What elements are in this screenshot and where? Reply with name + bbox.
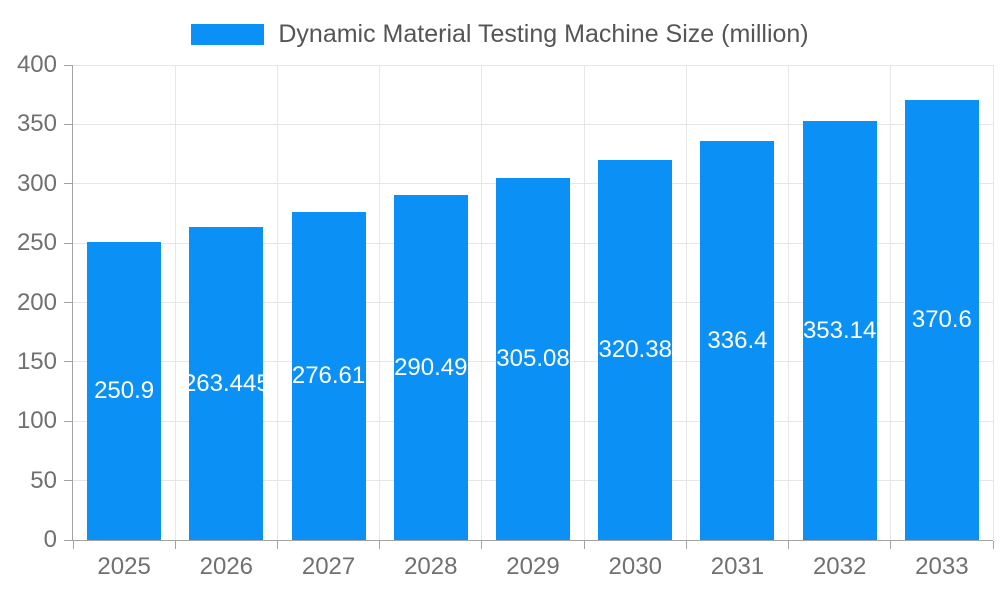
x-axis-label: 2029	[506, 553, 560, 580]
legend-swatch	[191, 24, 265, 45]
bar-2033: 370.6	[904, 99, 979, 540]
bar-value-label: 320.38	[598, 335, 672, 363]
bar-value-label: 370.6	[911, 306, 972, 334]
x-gridline	[992, 65, 994, 540]
bar-2030: 320.38	[598, 159, 673, 540]
y-axis-tick	[64, 123, 72, 125]
x-axis-tick	[481, 541, 483, 549]
bar-2029: 305.08	[496, 177, 570, 540]
x-axis-label: 2031	[710, 553, 765, 580]
x-axis-tick	[72, 541, 74, 549]
y-axis-tick	[64, 361, 72, 363]
x-gridline	[788, 65, 790, 540]
y-gridline	[73, 64, 993, 66]
x-axis-tick	[788, 541, 790, 549]
x-axis-label: 2030	[608, 553, 662, 580]
x-gridline	[276, 65, 278, 540]
bar-2032: 353.14	[802, 120, 877, 540]
x-axis-label: 2032	[812, 553, 867, 580]
y-axis-label: 400	[16, 51, 57, 78]
x-axis-tick	[992, 541, 994, 549]
chart-legend[interactable]: Dynamic Material Testing Machine Size (m…	[0, 20, 1000, 49]
x-gridline	[583, 65, 585, 540]
x-gridline	[379, 65, 381, 540]
bar-value-label: 276.61	[291, 361, 366, 389]
y-axis-tick	[64, 183, 72, 185]
y-axis-label: 300	[16, 169, 57, 197]
y-axis-label: 200	[16, 288, 57, 316]
y-gridline	[73, 123, 993, 125]
bar-value-label: 290.49	[394, 353, 468, 381]
y-axis-tick	[64, 302, 72, 303]
bar-2027: 276.61	[291, 211, 366, 540]
y-axis-label: 50	[30, 466, 57, 494]
x-axis-label: 2026	[199, 553, 254, 580]
bar-value-label: 250.9	[94, 377, 155, 405]
x-axis-tick	[276, 541, 278, 549]
y-axis-tick	[64, 480, 72, 482]
x-gridline	[685, 65, 687, 540]
y-axis-tick	[64, 64, 72, 66]
y-axis-label: 250	[16, 229, 57, 257]
bar-2031: 336.4	[700, 140, 775, 540]
bar-value-label: 336.4	[707, 326, 768, 354]
bar-value-label: 263.445	[182, 369, 270, 397]
bar-value-label: 305.08	[496, 345, 570, 373]
y-axis-tick	[64, 242, 72, 244]
legend-label: Dynamic Material Testing Machine Size (m…	[278, 20, 809, 48]
x-axis-tick	[685, 541, 687, 549]
bar-2025: 250.9	[87, 242, 162, 540]
x-axis-tick	[379, 541, 381, 549]
y-axis-label: 350	[16, 110, 57, 138]
bar-2028: 290.49	[393, 195, 468, 540]
y-axis-tick	[64, 539, 72, 541]
y-axis-label: 0	[43, 526, 57, 553]
x-axis-tick	[890, 541, 892, 549]
x-axis-label: 2033	[915, 553, 969, 580]
bar-value-label: 353.14	[802, 316, 877, 344]
y-axis-label: 150	[16, 347, 57, 375]
x-gridline	[890, 65, 892, 540]
plot-area: 0 50 100 150 200 250 300 350 400 2025 2026 2027 2028…	[17, 53, 994, 579]
x-gridline	[174, 65, 176, 540]
bar-2026: 263.445	[183, 227, 270, 540]
x-axis-label: 2025	[97, 553, 151, 580]
x-axis-tick	[583, 541, 585, 549]
x-axis-label: 2028	[404, 553, 458, 580]
y-axis-tick	[64, 420, 72, 422]
y-axis-label: 100	[16, 407, 57, 435]
x-gridline	[481, 65, 483, 540]
x-axis-tick	[174, 541, 176, 549]
x-axis-label: 2027	[301, 553, 356, 580]
